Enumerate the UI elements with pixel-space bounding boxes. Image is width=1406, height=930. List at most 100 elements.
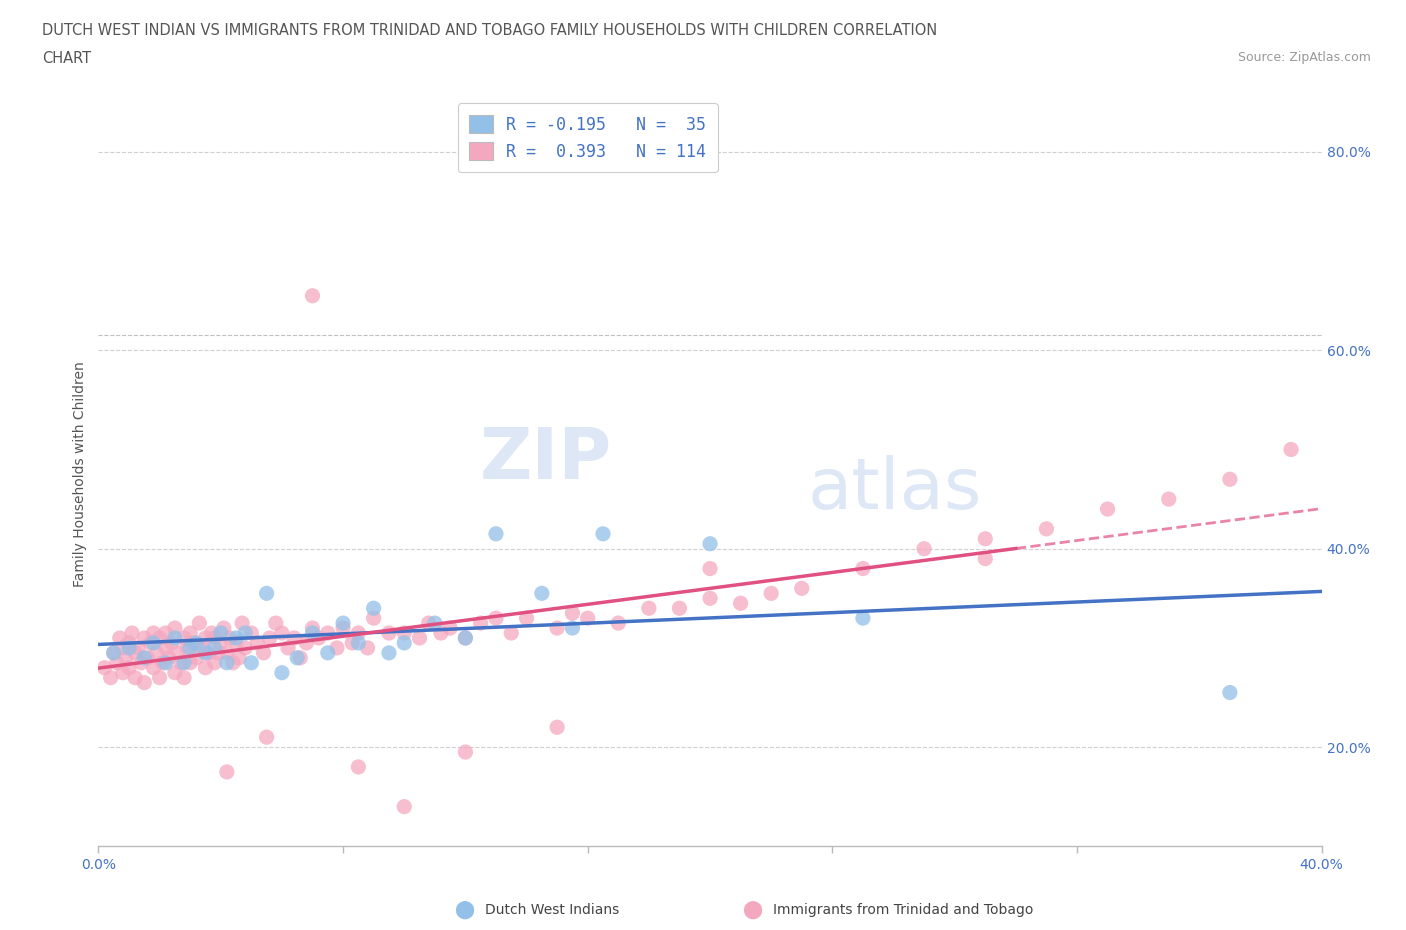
Point [200,626,222,641]
Point [149,631,172,645]
Point [186,635,208,650]
Point [157,650,180,665]
Point [852,561,875,576]
Point [209,626,232,641]
Point [790,581,813,596]
Point [699,591,721,605]
Point [378,645,401,660]
Point [516,611,538,626]
Point [530,586,553,601]
Point [316,645,339,660]
Point [246,635,269,650]
Point [423,616,446,631]
Point [392,626,416,641]
Point [454,745,477,760]
Point [592,526,614,541]
Point [759,586,782,601]
Point [194,660,217,675]
Point [283,631,305,645]
Point [204,641,226,656]
Point [163,631,186,645]
Point [326,641,349,656]
Point [194,631,217,645]
Point [118,635,141,650]
Point [316,626,339,641]
Point [121,626,143,641]
Point [637,601,661,616]
Point [103,645,125,660]
Point [163,665,186,680]
Point [454,631,477,645]
Point [259,631,281,645]
Point [181,635,204,650]
Text: Dutch West Indians: Dutch West Indians [485,902,619,917]
Point [93,660,115,675]
Text: ⬤: ⬤ [454,900,474,919]
Point [215,764,238,779]
Point [124,645,146,660]
Point [124,671,146,685]
Point [215,645,238,660]
Point [546,720,568,735]
Point [215,656,238,671]
Point [179,656,201,671]
Point [439,620,461,635]
Point [105,656,128,671]
Point [301,288,323,303]
Point [115,650,138,665]
Point [209,635,232,650]
Point [974,551,997,566]
Point [142,660,165,675]
Point [668,601,690,616]
Point [100,671,122,685]
Point [233,626,256,641]
Point [186,650,208,665]
Point [225,635,247,650]
Point [301,620,323,635]
Point [1157,492,1180,507]
Point [194,645,217,660]
Point [155,626,177,641]
Point [974,531,997,546]
Point [118,660,141,675]
Point [240,656,263,671]
Point [225,631,247,645]
Point [301,626,323,641]
Point [134,675,156,690]
Point [347,760,370,775]
Point [485,526,508,541]
Point [142,626,165,641]
Point [356,641,378,656]
Point [1219,685,1241,700]
Point [191,641,214,656]
Point [332,620,354,635]
Text: CHART: CHART [42,51,91,66]
Point [285,650,308,665]
Point [219,631,242,645]
Point [1035,522,1057,537]
Point [912,541,935,556]
Point [252,645,274,660]
Point [363,601,385,616]
Point [295,635,318,650]
Point [197,645,219,660]
Point [155,641,177,656]
Point [118,641,141,656]
Text: Immigrants from Trinidad and Tobago: Immigrants from Trinidad and Tobago [773,902,1033,917]
Point [228,650,250,665]
Point [179,626,201,641]
Point [270,626,292,641]
Point [163,620,186,635]
Point [852,611,875,626]
Point [231,616,253,631]
Point [1219,472,1241,486]
Point [454,631,477,645]
Text: atlas: atlas [808,455,983,524]
Point [308,631,330,645]
Point [173,671,195,685]
Point [222,656,245,671]
Point [207,645,229,660]
Point [277,641,299,656]
Point [170,656,193,671]
Point [256,730,278,745]
